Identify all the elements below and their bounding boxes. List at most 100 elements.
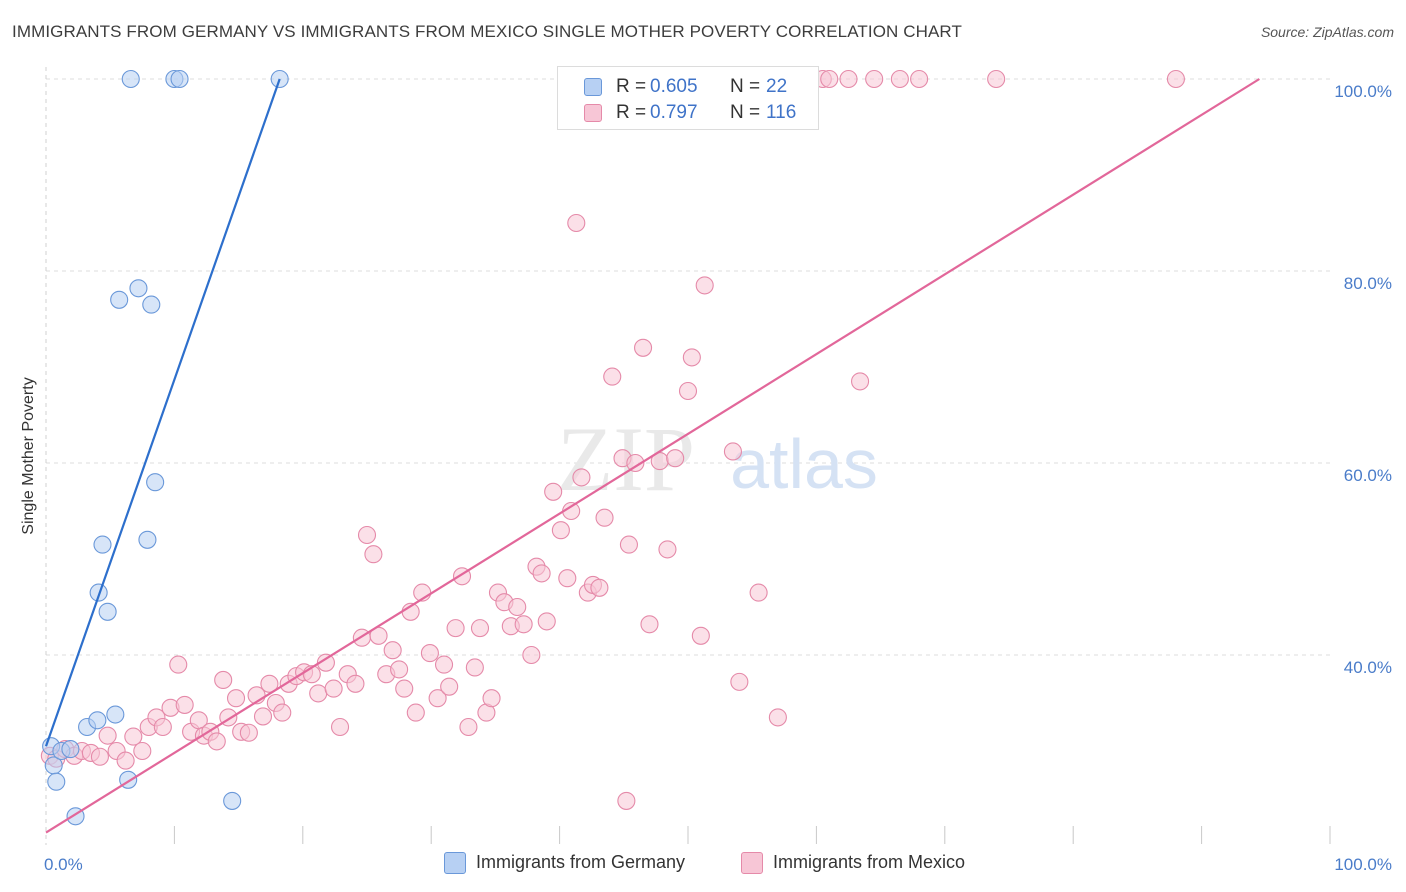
- r-label: R =: [616, 102, 647, 123]
- y-tick-label: 80.0%: [1344, 274, 1392, 293]
- mexico-point: [514, 615, 533, 634]
- mexico-point: [558, 569, 577, 588]
- r-value: 0.605: [650, 76, 698, 97]
- mexico-swatch: [584, 104, 602, 122]
- mexico-point: [890, 69, 909, 89]
- mexico-point: [658, 540, 677, 559]
- mexico-point: [273, 703, 292, 722]
- mexico-point: [214, 670, 233, 690]
- legend-label: Immigrants from Germany: [476, 852, 686, 872]
- mexico-point: [459, 717, 478, 737]
- chart-title: IMMIGRANTS FROM GERMANY VS IMMIGRANTS FR…: [12, 22, 962, 41]
- germany-swatch: [444, 852, 466, 875]
- mexico-point: [695, 276, 714, 295]
- mexico-point: [346, 674, 365, 693]
- germany-point: [88, 711, 107, 730]
- mexico-point: [768, 708, 787, 727]
- y-tick-label: 40.0%: [1344, 658, 1392, 677]
- germany-point: [110, 290, 129, 309]
- mexico-swatch: [741, 852, 763, 875]
- mexico-point: [260, 674, 279, 693]
- mexico-point: [446, 619, 465, 638]
- germany-point: [129, 279, 148, 298]
- mexico-point: [482, 689, 501, 708]
- trend-lines: [44, 78, 1260, 834]
- y-tick-label: 100.0%: [1334, 82, 1392, 101]
- x-tick-label: 0.0%: [44, 855, 83, 874]
- mexico-point: [324, 679, 343, 698]
- mexico-point: [634, 338, 653, 357]
- n-value: 22: [766, 76, 788, 97]
- n-value: 116: [766, 102, 797, 123]
- mexico-point: [532, 564, 551, 583]
- mexico-point: [253, 707, 273, 726]
- mexico-point: [440, 677, 459, 696]
- mexico-point: [723, 442, 742, 461]
- source-label: Source: ZipAtlas.com: [1260, 24, 1394, 40]
- tick-labels: 40.0% 60.0% 80.0% 100.0% 0.0% 100.0%: [44, 82, 1392, 874]
- mexico-point: [116, 751, 135, 770]
- mexico-trend-line: [45, 78, 1260, 834]
- mexico-point: [551, 521, 570, 540]
- mexico-point: [567, 213, 586, 233]
- mexico-point: [987, 69, 1006, 89]
- mexico-point: [133, 741, 152, 761]
- grid: [46, 78, 1330, 656]
- germany-point: [106, 705, 125, 724]
- mexico-point: [98, 726, 117, 745]
- mexico-point: [820, 69, 839, 89]
- germany-point: [142, 295, 161, 314]
- mexico-point: [406, 703, 425, 722]
- mexico-point: [226, 689, 246, 708]
- germany-point: [121, 69, 140, 89]
- mexico-point: [749, 583, 768, 602]
- legend-label: Immigrants from Mexico: [773, 852, 966, 872]
- mexico-point: [508, 597, 527, 617]
- legend-item-mexico: Immigrants from Mexico: [741, 852, 965, 876]
- axes: [45, 67, 1331, 845]
- mexico-point: [239, 723, 258, 742]
- mexico-point: [470, 619, 490, 638]
- germany-trend-line: [44, 78, 281, 747]
- mexico-point: [603, 367, 622, 386]
- mexico-point: [544, 482, 563, 501]
- mexico-point: [434, 655, 454, 674]
- mexico-point: [124, 727, 143, 746]
- mexico-point: [522, 645, 541, 665]
- mexico-point: [626, 453, 645, 473]
- mexico-point: [619, 535, 638, 554]
- germany-point: [93, 535, 112, 554]
- mexico-point: [682, 348, 701, 367]
- watermark-atlas: atlas: [730, 425, 878, 503]
- points: [40, 69, 1185, 826]
- mexico-point: [865, 69, 884, 89]
- n-label: N =: [730, 76, 761, 97]
- mexico-point: [640, 615, 659, 634]
- germany-point: [170, 69, 189, 89]
- germany-point: [47, 772, 66, 791]
- germany-swatch: [584, 78, 602, 96]
- mexico-point: [383, 641, 402, 660]
- mexico-point: [839, 69, 858, 89]
- x-tick-label: 100.0%: [1334, 855, 1392, 874]
- mexico-point: [175, 695, 194, 714]
- mexico-point: [666, 449, 685, 468]
- correlation-legend: R = 0.605 N = 22 R = 0.797 N = 116: [557, 66, 819, 130]
- mexico-point: [309, 684, 328, 703]
- mexico-point: [537, 612, 556, 631]
- mexico-point: [678, 381, 698, 401]
- mexico-point: [730, 672, 749, 691]
- mexico-point: [330, 717, 350, 737]
- mexico-point: [357, 525, 377, 545]
- mexico-point: [428, 689, 447, 708]
- mexico-point: [420, 644, 439, 663]
- mexico-point: [851, 372, 870, 391]
- n-label: N =: [730, 102, 761, 123]
- mexico-point: [90, 747, 109, 766]
- germany-point: [138, 530, 157, 549]
- r-label: R =: [616, 76, 647, 97]
- germany-point: [223, 791, 242, 810]
- mexico-point: [169, 655, 188, 674]
- mexico-point: [316, 653, 335, 672]
